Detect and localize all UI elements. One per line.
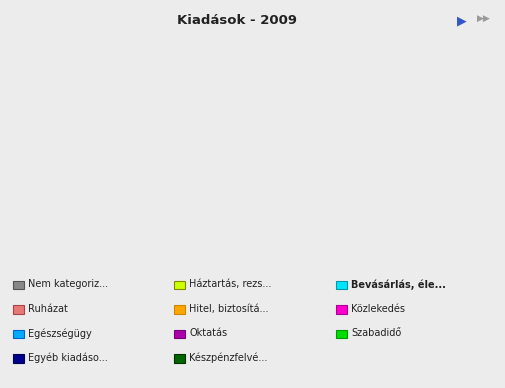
Text: Nem kategoriz...: Nem kategoriz... xyxy=(28,279,108,289)
Text: Bevásárlás, éle...: Bevásárlás, éle... xyxy=(351,279,446,290)
Text: Egyéb kiadáso...: Egyéb kiadáso... xyxy=(28,352,108,363)
Text: Készpénzfelvé...: Készpénzfelvé... xyxy=(189,352,268,363)
Text: Háztartás, rezs...: Háztartás, rezs... xyxy=(189,279,272,289)
Text: Közlekedés: Közlekedés xyxy=(351,304,405,314)
Text: Kiadások - 2009: Kiadások - 2009 xyxy=(177,14,297,27)
Text: Egészségügy: Egészségügy xyxy=(28,328,91,339)
Text: Oktatás: Oktatás xyxy=(189,328,227,338)
Text: ▶: ▶ xyxy=(457,15,467,28)
Text: ▶▶: ▶▶ xyxy=(477,14,491,23)
Text: Szabadidő: Szabadidő xyxy=(351,328,401,338)
Text: Hitel, biztosítá...: Hitel, biztosítá... xyxy=(189,304,269,314)
Text: Bevásárlás, élelmiszer: Bevásárlás, élelmiszer xyxy=(335,292,452,302)
Text: Ruházat: Ruházat xyxy=(28,304,68,314)
